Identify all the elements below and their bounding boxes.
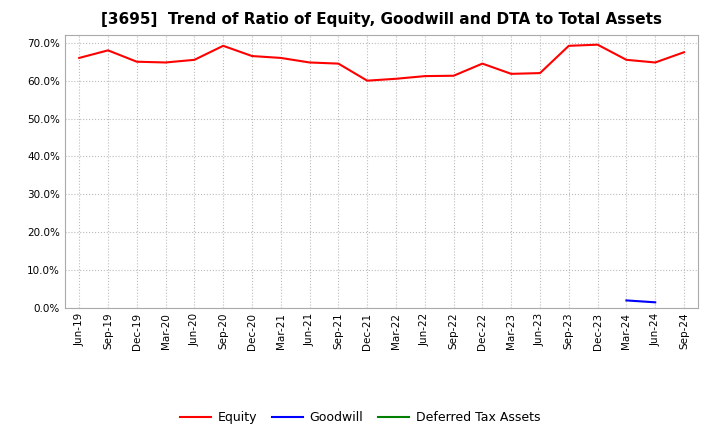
Equity bbox=[593, 42, 602, 48]
Equity bbox=[190, 57, 199, 62]
Equity bbox=[219, 43, 228, 48]
Line: Goodwill: Goodwill bbox=[626, 301, 655, 302]
Equity bbox=[276, 55, 285, 61]
Equity bbox=[104, 48, 112, 53]
Equity bbox=[478, 61, 487, 66]
Equity bbox=[651, 60, 660, 65]
Equity bbox=[449, 73, 458, 78]
Equity bbox=[363, 78, 372, 83]
Equity bbox=[507, 71, 516, 77]
Equity bbox=[420, 73, 429, 79]
Equity bbox=[564, 43, 573, 48]
Equity bbox=[161, 60, 170, 65]
Equity bbox=[305, 60, 314, 65]
Legend: Equity, Goodwill, Deferred Tax Assets: Equity, Goodwill, Deferred Tax Assets bbox=[175, 407, 545, 429]
Equity bbox=[248, 53, 256, 59]
Equity bbox=[75, 55, 84, 61]
Equity bbox=[392, 76, 400, 81]
Equity bbox=[536, 70, 544, 76]
Goodwill bbox=[651, 300, 660, 305]
Equity bbox=[680, 50, 688, 55]
Line: Equity: Equity bbox=[79, 45, 684, 81]
Title: [3695]  Trend of Ratio of Equity, Goodwill and DTA to Total Assets: [3695] Trend of Ratio of Equity, Goodwil… bbox=[101, 12, 662, 27]
Goodwill bbox=[622, 298, 631, 303]
Equity bbox=[132, 59, 141, 64]
Equity bbox=[334, 61, 343, 66]
Equity bbox=[622, 57, 631, 62]
